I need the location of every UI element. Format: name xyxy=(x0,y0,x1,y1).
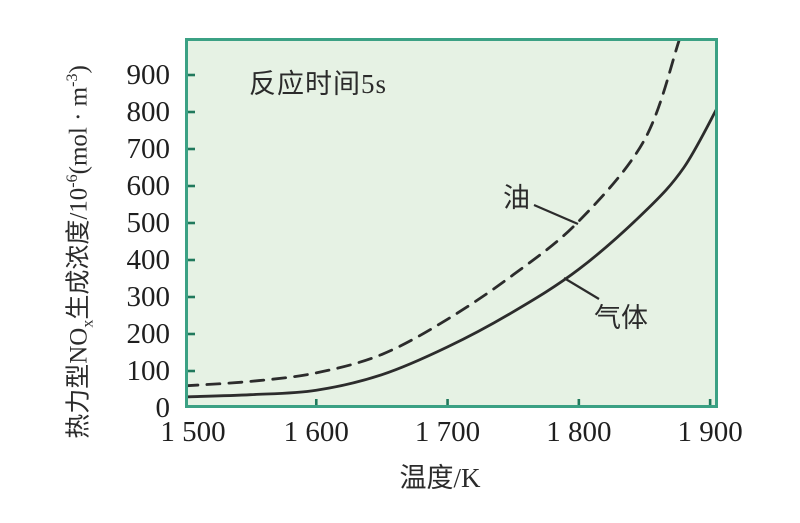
y-tick-label: 0 xyxy=(155,392,171,424)
leader-line-gas xyxy=(563,277,600,300)
y-tick-label: 600 xyxy=(126,170,171,202)
y-tick-label: 500 xyxy=(126,207,171,239)
annotation-reaction-time: 反应时间5s xyxy=(249,69,388,99)
plot-border xyxy=(185,38,718,408)
curve-oil xyxy=(185,38,682,388)
series-label-gas: 气体 xyxy=(594,303,648,333)
plot-area: 反应时间5s 油 气体 xyxy=(185,38,718,408)
y-tick-label: 100 xyxy=(126,355,171,387)
series-label-oil: 油 xyxy=(503,183,530,213)
y-tick-label: 300 xyxy=(126,281,171,313)
y-label-superscript: -6 xyxy=(64,174,82,188)
y-tick-label: 200 xyxy=(126,318,171,350)
x-tick-label: 1 900 xyxy=(677,416,743,448)
y-tick-label: 400 xyxy=(126,244,171,276)
x-axis-title: 温度/K xyxy=(399,463,481,493)
curve-gas xyxy=(185,105,718,399)
y-tick-label: 800 xyxy=(126,96,171,128)
x-tick-label: 1 600 xyxy=(283,416,349,448)
y-tick-label: 700 xyxy=(126,133,171,165)
y-tick-label: 900 xyxy=(126,59,171,91)
leader-line-oil xyxy=(533,203,579,226)
x-tick-label: 1 800 xyxy=(546,416,612,448)
plot-canvas xyxy=(185,38,718,408)
y-label-superscript: -3 xyxy=(64,73,82,87)
x-tick-label: 1 500 xyxy=(160,416,226,448)
x-tick-label: 1 700 xyxy=(414,416,481,448)
